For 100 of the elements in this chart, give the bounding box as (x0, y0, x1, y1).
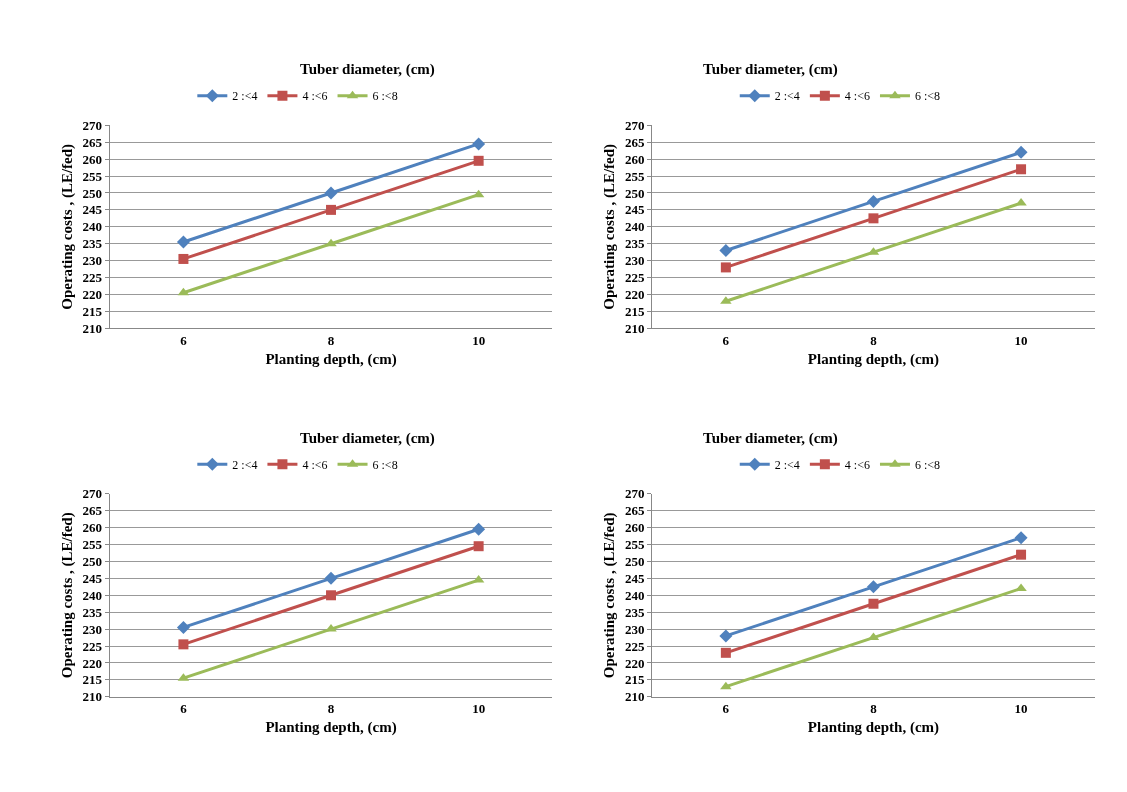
x-tick-label: 10 (1014, 332, 1028, 348)
legend-label: 6 :<8 (914, 89, 941, 104)
point (1014, 145, 1028, 159)
y-tick-label: 230 (82, 253, 103, 269)
y-tick-label: 240 (624, 219, 645, 235)
y-tick-label: 270 (82, 117, 103, 133)
y-tick-label: 235 (82, 604, 103, 620)
y-tick-label: 210 (624, 320, 645, 336)
y-tick-label: 230 (82, 621, 103, 637)
y-tick-label: 270 (624, 117, 645, 133)
point (326, 590, 337, 601)
point (866, 580, 880, 594)
y-tick-label: 265 (624, 134, 645, 150)
point (472, 137, 486, 151)
legend-label: 2 :<4 (774, 89, 800, 104)
x-tick-label: 8 (327, 332, 335, 348)
y-tick-label: 225 (82, 270, 103, 286)
y-tick-label: 260 (82, 520, 103, 536)
x-tick-label: 6 (180, 701, 188, 717)
point (1016, 164, 1027, 175)
y-tick-label: 240 (624, 587, 645, 603)
y-tick-label: 245 (82, 570, 103, 586)
point (1016, 549, 1027, 560)
point (472, 522, 486, 536)
y-tick-label: 210 (624, 689, 645, 705)
y-tick-label: 270 (82, 486, 103, 502)
y-axis-title: Operating costs , (LE/fed) (58, 512, 76, 679)
chart-title: Tuber diameter, (cm) (703, 61, 838, 78)
legend-label: 4 :<6 (844, 89, 870, 104)
point (324, 186, 338, 200)
y-tick-label: 255 (82, 537, 103, 553)
point (719, 243, 733, 257)
y-tick-label: 215 (82, 303, 103, 319)
y-tick-label: 225 (82, 638, 103, 654)
x-tick-label: 6 (722, 332, 730, 348)
x-axis-title: Planting depth, (cm) (265, 719, 397, 737)
chart-title: Tuber diameter, (cm) (300, 61, 435, 78)
y-tick-label: 220 (82, 655, 103, 671)
chart-title: Tuber diameter, (cm) (300, 430, 435, 447)
point (326, 204, 337, 215)
y-tick-label: 240 (82, 587, 103, 603)
x-tick-label: 8 (870, 332, 878, 348)
point (473, 541, 484, 552)
point (178, 639, 189, 650)
y-tick-label: 215 (82, 672, 103, 688)
x-tick-label: 6 (180, 332, 188, 348)
point (868, 213, 879, 224)
y-tick-label: 235 (624, 604, 645, 620)
y-tick-label: 210 (82, 320, 103, 336)
point (473, 155, 484, 166)
y-tick-label: 265 (624, 503, 645, 519)
point (720, 647, 731, 658)
y-tick-label: 250 (624, 185, 645, 201)
legend-label: 6 :<8 (372, 89, 398, 104)
y-tick-label: 220 (624, 655, 645, 671)
x-tick-label: 10 (472, 701, 486, 717)
y-tick-label: 235 (82, 236, 103, 252)
point (178, 253, 189, 264)
legend-label: 6 :<8 (372, 457, 398, 472)
legend-label: 6 :<8 (914, 457, 941, 472)
point (720, 681, 732, 690)
legend-label: 4 :<6 (844, 457, 870, 472)
legend-label: 2 :<4 (232, 89, 258, 104)
legend-label: 2 :<4 (774, 457, 800, 472)
y-tick-label: 245 (624, 570, 645, 586)
y-tick-label: 260 (624, 151, 645, 167)
legend-label: 4 :<6 (302, 89, 328, 104)
point (1014, 531, 1028, 545)
y-tick-label: 225 (624, 638, 645, 654)
x-tick-label: 8 (327, 701, 335, 717)
x-axis-title: Planting depth, (cm) (807, 719, 940, 737)
y-tick-label: 250 (82, 185, 103, 201)
y-tick-label: 215 (624, 303, 645, 319)
y-axis-title: Operating costs , (LE/fed) (58, 143, 76, 310)
y-tick-label: 270 (624, 486, 645, 502)
y-axis-title: Operating costs , (LE/fed) (601, 143, 619, 310)
y-tick-label: 260 (82, 151, 103, 167)
y-tick-label: 255 (82, 168, 103, 184)
point (866, 194, 880, 208)
x-axis-title: Planting depth, (cm) (265, 350, 397, 368)
y-tick-label: 245 (624, 202, 645, 218)
point (324, 571, 338, 585)
y-tick-label: 265 (82, 503, 103, 519)
point (176, 620, 190, 634)
point (176, 235, 190, 249)
y-tick-label: 230 (624, 253, 645, 269)
y-tick-label: 220 (82, 287, 103, 303)
x-tick-label: 10 (472, 332, 486, 348)
y-tick-label: 260 (624, 520, 645, 536)
y-tick-label: 230 (624, 621, 645, 637)
y-axis-title: Operating costs , (LE/fed) (601, 512, 619, 679)
chart-title: Tuber diameter, (cm) (703, 430, 838, 447)
point (719, 629, 733, 643)
x-tick-label: 6 (722, 701, 730, 717)
y-tick-label: 255 (624, 537, 645, 553)
point (720, 262, 731, 273)
y-tick-label: 235 (624, 236, 645, 252)
point (868, 598, 879, 609)
legend-label: 4 :<6 (302, 457, 328, 472)
y-tick-label: 220 (624, 287, 645, 303)
